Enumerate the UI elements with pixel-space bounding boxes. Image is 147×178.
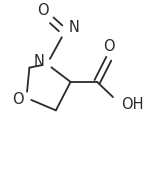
Text: O: O — [37, 3, 49, 18]
Text: N: N — [68, 20, 79, 35]
Text: O: O — [12, 92, 24, 107]
Text: OH: OH — [121, 97, 144, 112]
Text: N: N — [33, 54, 44, 69]
Text: O: O — [103, 39, 115, 54]
